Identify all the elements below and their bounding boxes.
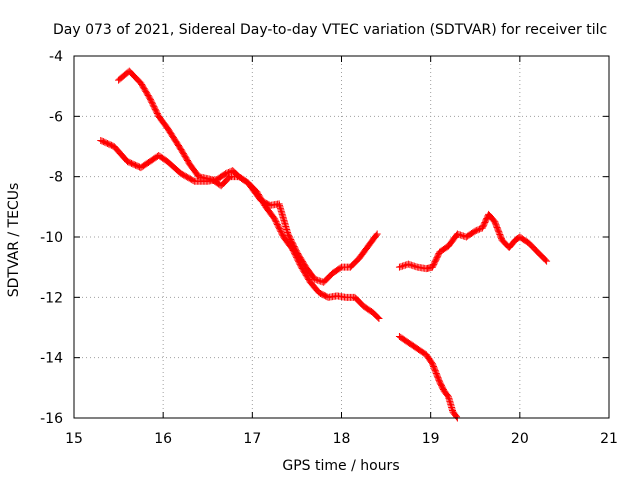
data-point	[409, 262, 417, 270]
data-point	[397, 263, 405, 271]
data-point	[453, 230, 461, 238]
data-point	[404, 260, 412, 268]
y-tick-label: -4	[49, 49, 63, 65]
series-track-c	[395, 210, 551, 273]
data-point	[473, 226, 481, 234]
y-axis-title: SDTVAR / TECUs	[6, 183, 22, 298]
data-point	[458, 231, 466, 239]
data-point	[412, 263, 420, 271]
axis-ticks: 15 16 17 18 19 20 21 -16 -14 -12 -10 -8 -6 -4	[40, 49, 618, 447]
data-point	[474, 226, 482, 234]
y-tick-label: -8	[49, 170, 63, 186]
x-tick-label: 20	[511, 431, 529, 447]
x-tick-label: 17	[243, 431, 261, 447]
series-track-d	[395, 333, 461, 422]
data-point	[401, 261, 409, 269]
series-track-a	[97, 136, 381, 286]
data-point	[456, 231, 464, 239]
x-tick-label: 19	[422, 431, 440, 447]
data-point	[471, 227, 479, 235]
data-point	[374, 313, 382, 321]
y-tick-label: -16	[40, 411, 63, 427]
data-point	[400, 262, 408, 270]
x-tick-label: 15	[65, 431, 83, 447]
data-point	[543, 257, 551, 265]
data-points	[97, 67, 551, 422]
data-point	[407, 261, 415, 269]
chart-title: Day 073 of 2021, Sidereal Day-to-day VTE…	[53, 22, 607, 38]
data-point	[410, 262, 418, 270]
y-tick-label: -12	[40, 290, 63, 306]
series-track-b	[115, 67, 383, 322]
x-tick-label: 21	[600, 431, 618, 447]
data-point	[395, 263, 403, 271]
x-axis-title: GPS time / hours	[282, 458, 399, 474]
data-point	[223, 169, 231, 177]
data-point	[406, 261, 414, 269]
x-tick-label: 18	[333, 431, 351, 447]
y-tick-label: -10	[40, 230, 63, 246]
data-point	[453, 413, 461, 421]
data-point	[373, 230, 381, 238]
data-point	[372, 231, 380, 239]
data-point	[375, 314, 383, 322]
data-point	[312, 276, 320, 284]
y-tick-label: -14	[40, 351, 63, 367]
data-point	[314, 276, 322, 284]
data-point	[222, 170, 230, 178]
data-point	[455, 230, 463, 238]
y-tick-label: -6	[49, 109, 63, 125]
data-point	[541, 256, 549, 264]
data-point	[398, 262, 406, 270]
data-point	[311, 275, 319, 283]
x-tick-label: 16	[154, 431, 172, 447]
